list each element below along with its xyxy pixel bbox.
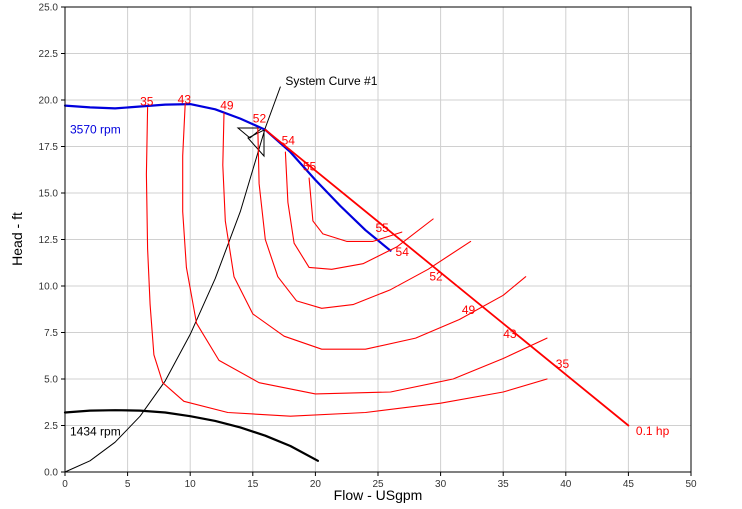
bep-triangle-upper (236, 127, 264, 139)
y-tick-label-4: 10.0 (39, 282, 59, 293)
annotation-label-14: 35 (556, 357, 570, 371)
x-tick-label-0: 0 (62, 479, 68, 490)
annotations: 3570 rpm 1434 rpm System Curve #1 35 43 49 52 5… (70, 74, 670, 439)
annotation-label-13: 43 (503, 327, 517, 341)
series-line-54-7 (284, 151, 434, 270)
series-line-55-8 (308, 177, 403, 242)
annotation-label-10: 54 (396, 245, 410, 259)
bep-triangle-lower (247, 129, 265, 158)
x-tick-label-8: 40 (560, 479, 572, 490)
x-tick-label-4: 20 (310, 479, 322, 490)
annotation-label-15: 0.1 hp (636, 424, 670, 438)
y-tick-label-7: 17.5 (39, 142, 59, 153)
x-tick-label-1: 5 (125, 479, 131, 490)
series-group (63, 86, 630, 473)
annotation-label-11: 52 (429, 269, 443, 283)
x-tick-label-2: 10 (185, 479, 197, 490)
y-tick-label-8: 20.0 (39, 96, 59, 107)
series-line-49-5 (222, 112, 527, 350)
series-line-43-4 (182, 103, 548, 395)
x-tick-label-5: 25 (372, 479, 384, 490)
annotation-label-6: 52 (253, 111, 267, 125)
series-line-35-3 (145, 106, 548, 417)
x-axis-label: Flow - USgpm (334, 487, 423, 503)
annotation-label-9: 55 (375, 221, 389, 235)
annotation-label-5: 49 (220, 98, 234, 112)
annotation-label-8: 55 (303, 160, 317, 174)
series-line-52-6 (257, 127, 472, 309)
y-tick-label-2: 5.0 (44, 375, 58, 386)
x-tick-label-10: 50 (685, 479, 697, 490)
best-efficiency-point-marker (236, 127, 265, 158)
y-tick-label-1: 2.5 (44, 421, 58, 432)
series-line-3570-rpm-0 (63, 103, 392, 252)
annotation-label-1: 1434 rpm (70, 425, 121, 439)
x-tick-label-6: 30 (435, 479, 447, 490)
y-tick-label-9: 22.5 (39, 49, 59, 60)
annotation-label-3: 35 (140, 95, 154, 109)
y-axis-ticks: 0.0 2.5 5.0 7.5 10.0 12.5 15.0 17.5 20.0 22.5 25.0 (39, 3, 65, 479)
y-tick-label-0: 0.0 (44, 468, 58, 479)
x-tick-label-3: 15 (247, 479, 259, 490)
annotation-label-7: 54 (282, 134, 296, 148)
y-tick-label-10: 25.0 (39, 3, 59, 14)
series-line-1434-rpm-1 (63, 409, 319, 462)
annotation-label-12: 49 (462, 303, 476, 317)
y-axis-label: Head - ft (9, 212, 25, 266)
series-line-system-curve-1-2 (64, 86, 281, 473)
y-tick-label-3: 7.5 (44, 328, 58, 339)
x-axis-ticks: 0 5 10 15 20 25 30 35 40 45 50 (62, 472, 697, 490)
annotation-label-4: 43 (178, 93, 192, 107)
annotation-label-0: 3570 rpm (70, 122, 121, 136)
series-line-0-1-hp-9 (264, 128, 630, 427)
y-tick-label-5: 12.5 (39, 235, 59, 246)
x-tick-label-7: 35 (498, 479, 510, 490)
x-tick-label-9: 45 (623, 479, 635, 490)
y-tick-label-6: 15.0 (39, 189, 59, 200)
annotation-label-2: System Curve #1 (285, 74, 377, 88)
